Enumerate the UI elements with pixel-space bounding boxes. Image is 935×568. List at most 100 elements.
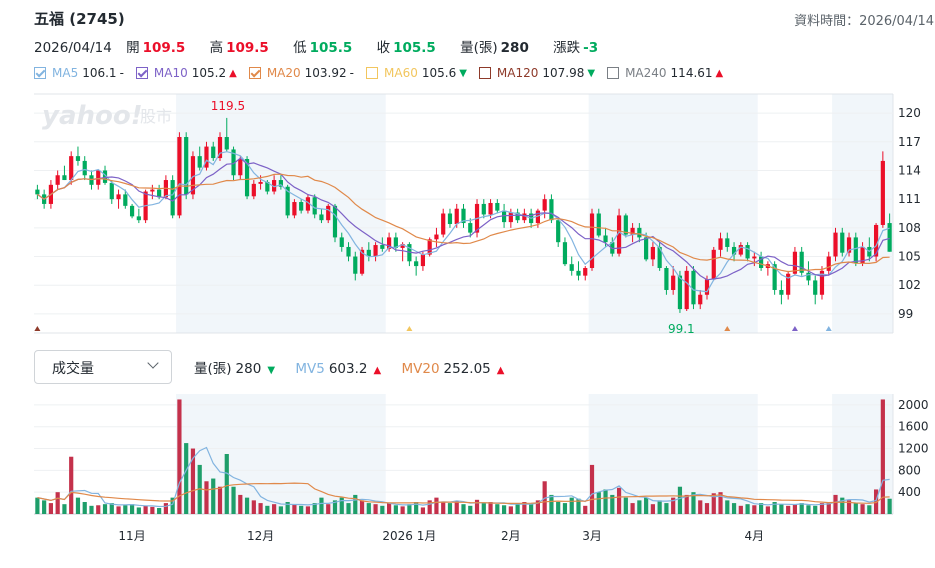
ma-toggle-ma240[interactable]: MA240 114.61 ▲ bbox=[607, 64, 723, 82]
volume-bar bbox=[204, 481, 209, 514]
high-value: 109.5 bbox=[226, 40, 269, 56]
ohlc-row: 2026/04/14 開 109.5 高 109.5 低 105.5 收 105.5 量… bbox=[34, 36, 618, 56]
x-axis-label: 11月 bbox=[118, 529, 145, 543]
volume-bar bbox=[880, 399, 885, 514]
ma10-line bbox=[37, 157, 890, 281]
candle-body bbox=[664, 267, 669, 290]
month-band-price bbox=[588, 94, 758, 333]
volume-bar bbox=[461, 504, 466, 514]
candle-body bbox=[224, 137, 229, 150]
watermark-sub: 股市 bbox=[140, 107, 172, 126]
stock-title: 五福 (2745) bbox=[34, 10, 125, 28]
volume-bar bbox=[813, 505, 818, 514]
candle-body bbox=[427, 239, 432, 255]
ma-toggle-ma60[interactable]: MA60 105.6 ▼ bbox=[366, 64, 467, 82]
ma-legend: MA5 106.1- MA10 105.2 ▲ MA20 103.92- MA60 105.6 ▼… bbox=[34, 64, 735, 82]
checkbox-icon[interactable] bbox=[135, 67, 148, 79]
candle-body bbox=[677, 275, 683, 310]
volume-bar bbox=[454, 500, 459, 514]
x-axis-label: 2026 1月 bbox=[382, 529, 436, 543]
volume-bar bbox=[170, 497, 175, 514]
low-value: 105.5 bbox=[309, 40, 353, 56]
candle-body bbox=[583, 267, 588, 276]
volume-bar bbox=[123, 505, 128, 514]
volume-indicator-select[interactable]: 成交量 bbox=[34, 350, 172, 384]
ohlc-date: 2026/04/14 bbox=[34, 40, 112, 56]
volume-bar bbox=[637, 500, 642, 514]
volume-bar bbox=[150, 506, 155, 514]
checkbox-icon[interactable] bbox=[248, 67, 261, 79]
candle-body bbox=[616, 215, 622, 254]
checkbox-icon[interactable] bbox=[478, 67, 491, 79]
volume-bar bbox=[75, 497, 81, 514]
candle-body bbox=[129, 205, 135, 217]
candle-body bbox=[312, 197, 317, 215]
candle-body bbox=[82, 160, 87, 176]
volume-bar bbox=[373, 504, 378, 514]
checkbox-icon[interactable] bbox=[607, 67, 620, 79]
volume-bar bbox=[488, 502, 493, 514]
candle-body bbox=[786, 273, 791, 295]
volume-bar bbox=[319, 497, 324, 514]
candle-body bbox=[231, 149, 236, 176]
volume-bar bbox=[887, 498, 892, 514]
candle-body bbox=[353, 256, 358, 274]
volume-bar bbox=[738, 505, 743, 514]
candle-body bbox=[495, 202, 500, 211]
candle-body bbox=[853, 237, 858, 264]
volume-tick-label: 1600 bbox=[898, 420, 929, 434]
ma-toggle-ma10[interactable]: MA10 105.2 ▲ bbox=[135, 64, 237, 82]
volume-bar bbox=[508, 506, 513, 514]
event-marker-icon bbox=[825, 326, 832, 331]
candle-body bbox=[535, 210, 540, 224]
volume-bar bbox=[265, 505, 270, 514]
volume-bar bbox=[474, 499, 480, 514]
volume-value: 280 bbox=[500, 40, 529, 56]
candle-body bbox=[359, 249, 365, 274]
volume-bar bbox=[89, 505, 94, 514]
volume-bar bbox=[96, 505, 101, 514]
volume-bar bbox=[434, 497, 439, 514]
volume-bar bbox=[163, 503, 168, 514]
ma-toggle-ma20[interactable]: MA20 103.92- bbox=[248, 64, 354, 82]
volume-bar bbox=[332, 500, 338, 514]
volume-bar bbox=[860, 504, 865, 514]
candle-body bbox=[718, 238, 723, 250]
volume-bar bbox=[387, 503, 392, 514]
change-field: 漲跌 -3 bbox=[553, 40, 599, 56]
ma-trend: - bbox=[349, 66, 354, 80]
candle-body bbox=[860, 246, 865, 264]
candle-body bbox=[501, 210, 507, 223]
ma-toggle-ma120[interactable]: MA120 107.98 ▼ bbox=[478, 64, 595, 82]
ma-value: 105.2 bbox=[191, 66, 227, 80]
ma-value: 106.1 bbox=[82, 66, 117, 80]
volume-bar bbox=[853, 503, 858, 514]
volume-select-label: 成交量 bbox=[52, 361, 94, 377]
candle-body bbox=[62, 175, 67, 181]
candle-body bbox=[752, 256, 757, 259]
volume-bar bbox=[583, 505, 588, 514]
candle-body bbox=[177, 137, 182, 216]
candle-body bbox=[698, 294, 703, 305]
volume-bar bbox=[143, 505, 148, 514]
candle-body bbox=[447, 213, 453, 225]
volume-bar bbox=[312, 503, 317, 514]
vol-trend: ▼ bbox=[267, 365, 276, 376]
ma-toggle-ma5[interactable]: MA5 106.1- bbox=[34, 64, 124, 82]
candle-body bbox=[265, 181, 270, 192]
x-axis-label: 3月 bbox=[582, 529, 602, 543]
ma5-line bbox=[37, 151, 890, 293]
volume-bar bbox=[589, 464, 595, 514]
volume-bar bbox=[109, 503, 114, 514]
checkbox-icon[interactable] bbox=[34, 67, 46, 79]
volume-bar bbox=[799, 503, 804, 514]
candle-body bbox=[813, 280, 818, 295]
volume-field: 量(張) 280 bbox=[460, 40, 529, 56]
candle-body bbox=[69, 156, 74, 181]
x-axis-label: 12月 bbox=[247, 529, 274, 543]
volume-bar bbox=[576, 498, 581, 514]
volume-bar bbox=[752, 505, 757, 514]
checkbox-icon[interactable] bbox=[366, 67, 378, 79]
chevron-down-icon bbox=[147, 357, 159, 369]
volume-bar bbox=[326, 504, 331, 514]
